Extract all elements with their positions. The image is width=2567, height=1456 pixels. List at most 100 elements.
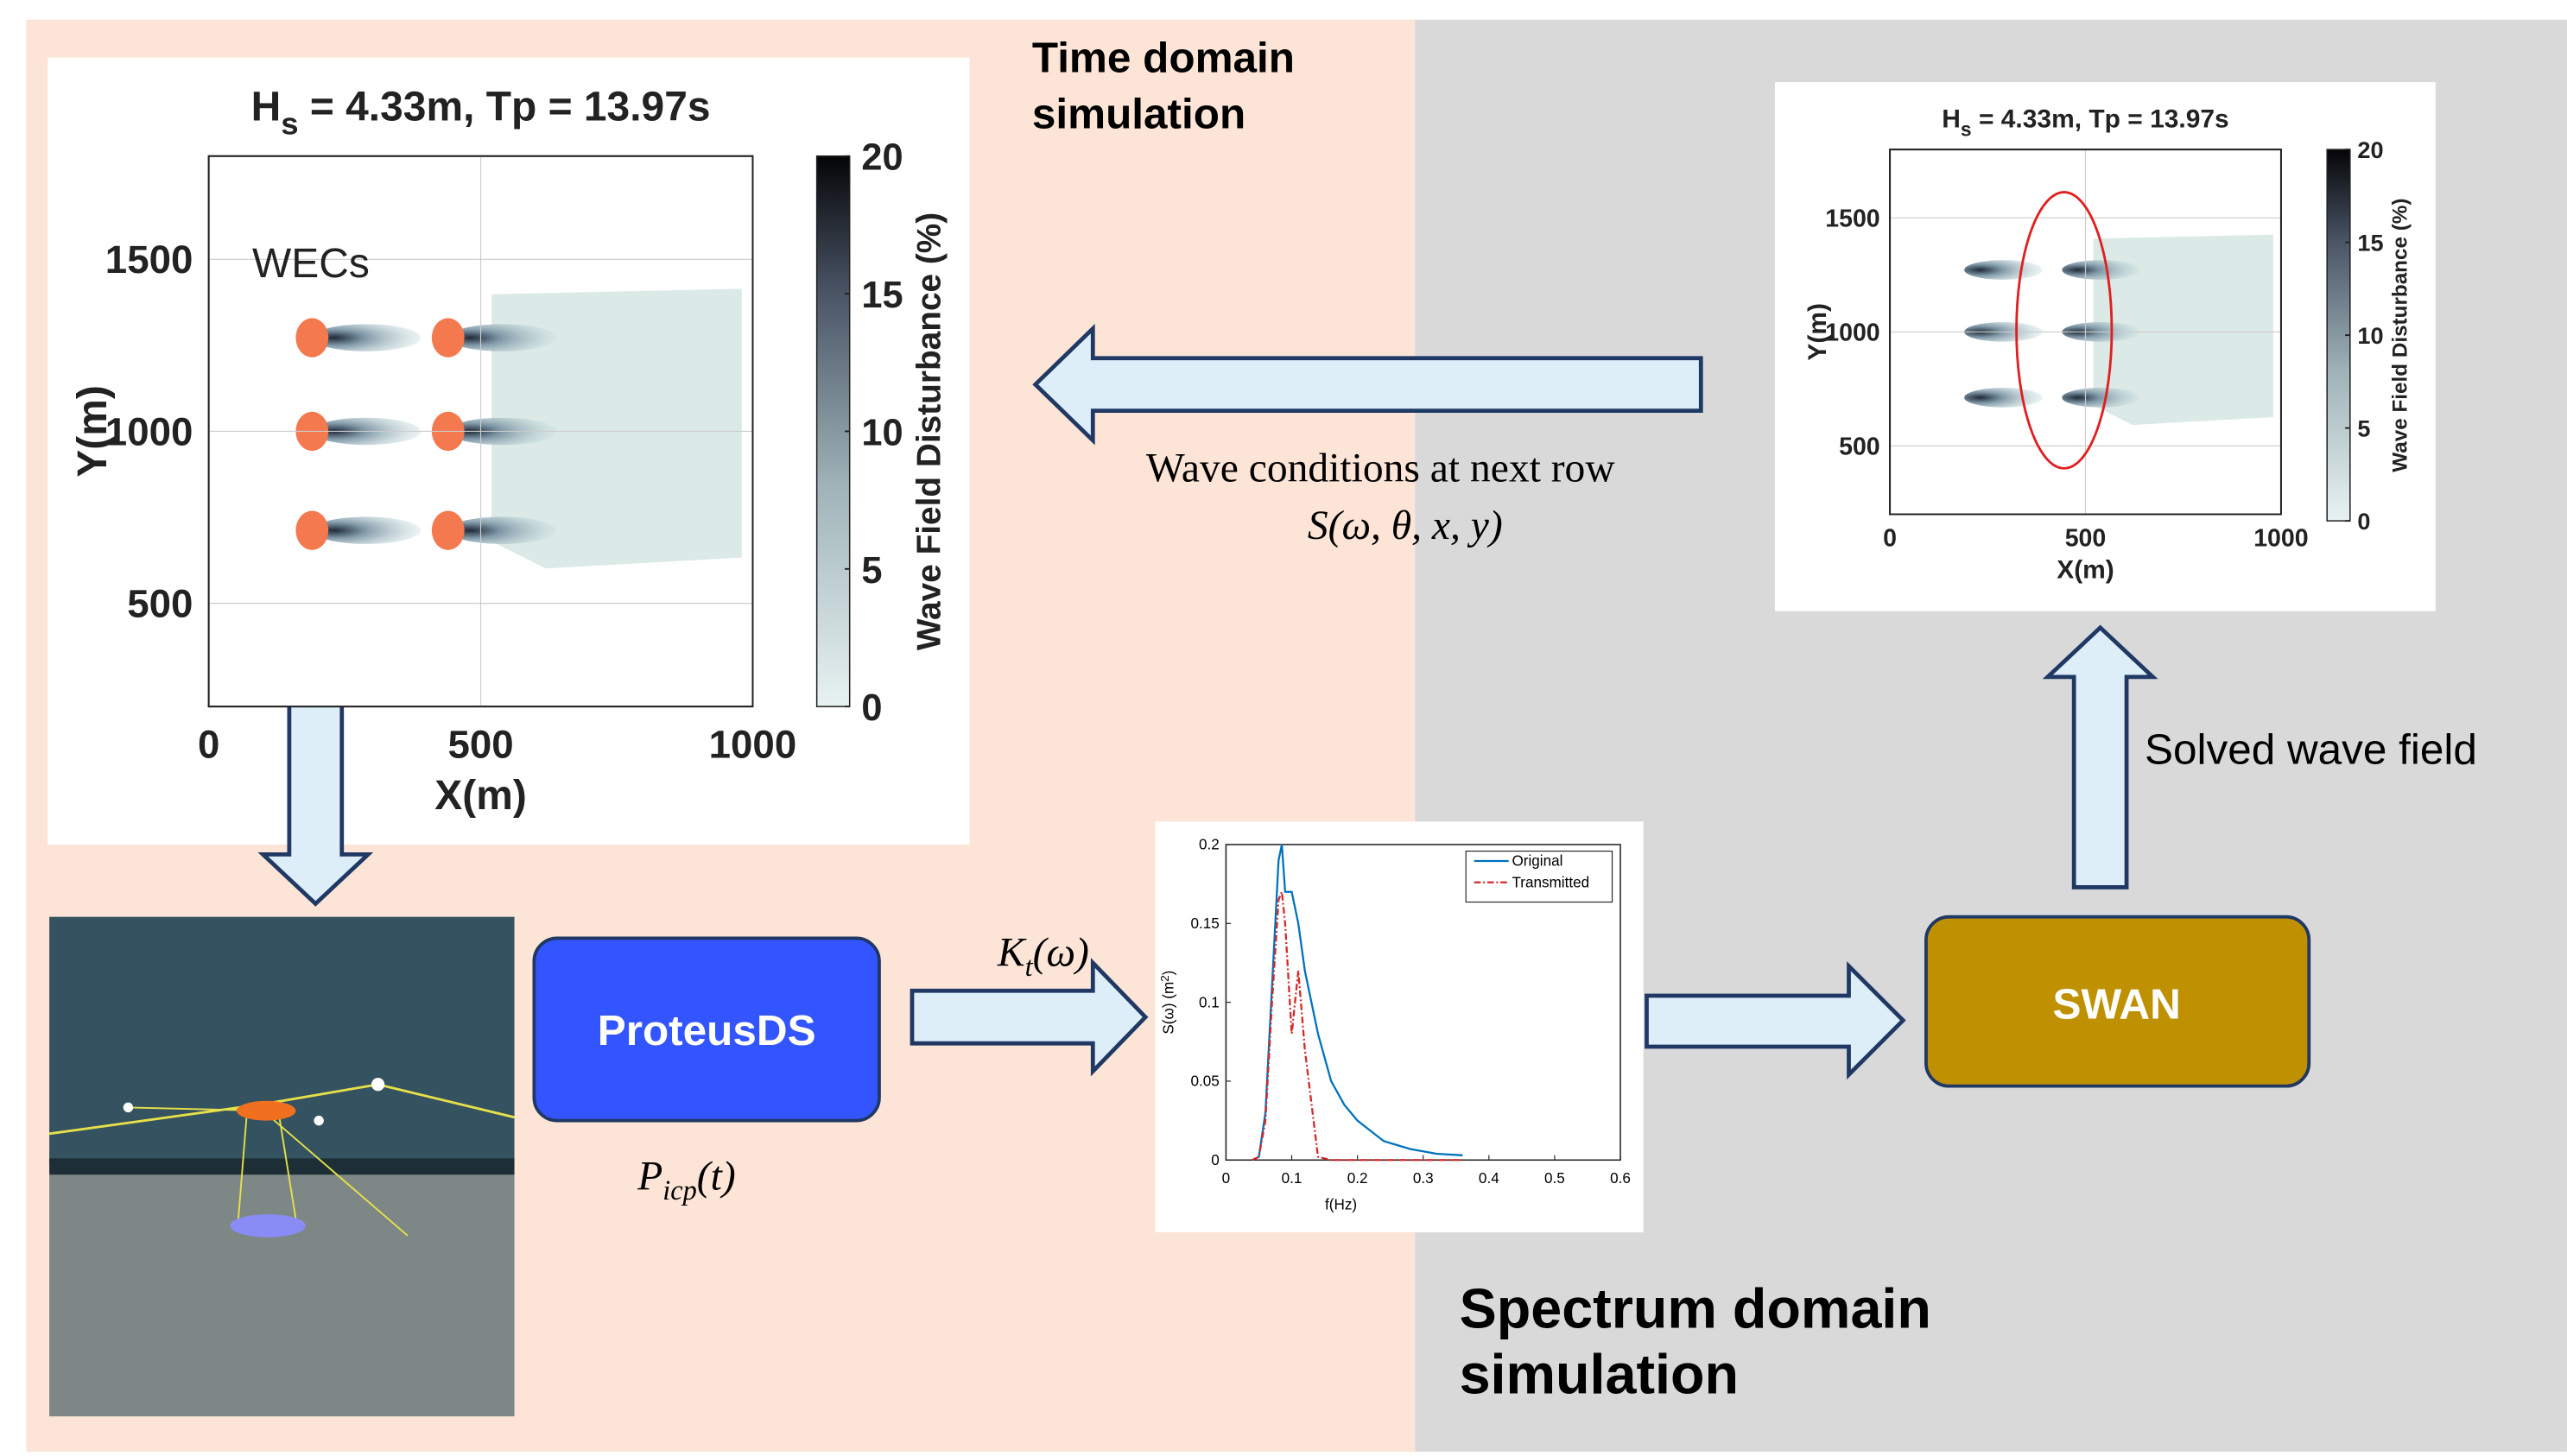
x-tick-label: 0 (198, 723, 219, 767)
label-part: ) (1161, 971, 1177, 976)
y-tick-label: 0 (1211, 1152, 1220, 1168)
highlight (2015, 191, 2114, 470)
wake (447, 324, 557, 351)
wake (2062, 260, 2140, 280)
box-label: SWAN (2052, 981, 2180, 1029)
title-part: H (1942, 104, 1961, 133)
series-line (1252, 844, 1463, 1162)
y-axis-label: Y(m) (70, 385, 116, 478)
y-tick-label: 0.1 (1199, 994, 1220, 1010)
y-axis-label: S(ω) (m2) (1158, 971, 1177, 1035)
wec-marker (295, 318, 329, 358)
y-tick-label: 1500 (105, 237, 193, 282)
y-tick-label: 500 (127, 582, 193, 626)
title-part: s (1961, 117, 1972, 140)
colorbar-label: Wave Field Disturbance (%) (911, 212, 948, 650)
swan-box (1924, 915, 2311, 1088)
simulation-photo (48, 916, 515, 1417)
colorbar-tick-label: 0 (861, 687, 882, 729)
formula-part: P (637, 1155, 662, 1200)
proteus-box (532, 936, 881, 1123)
box-label: ProteusDS (598, 1007, 816, 1054)
wake-field (2093, 234, 2273, 426)
y-tick-label: 500 (1839, 433, 1880, 460)
arrow-label: Solved wave field (2145, 726, 2477, 774)
colorbar-tick-label: 15 (2357, 230, 2383, 256)
panel-title: Spectrum domain (1460, 1276, 1931, 1339)
colorbar-tick-label: 20 (861, 137, 903, 179)
wake-field (491, 288, 742, 569)
x-tick-label: 0.6 (1610, 1170, 1631, 1187)
x-tick-label: 0.1 (1282, 1170, 1303, 1187)
wec-marker (295, 510, 329, 550)
x-axis-label: f(Hz) (1325, 1196, 1357, 1212)
x-tick-label: 0.5 (1544, 1170, 1565, 1187)
legend-label: Transmitted (1512, 874, 1589, 890)
y-tick-label: 1000 (1825, 319, 1879, 346)
formula-part: t (1025, 951, 1034, 982)
y-tick-label: 0.15 (1190, 915, 1219, 932)
colorbar-tick-label: 10 (2357, 322, 2383, 349)
panel-title: simulation (1032, 90, 1245, 137)
x-tick-label: 0.4 (1479, 1170, 1499, 1187)
legend-label: Original (1512, 853, 1562, 870)
label-part: 2 (1158, 975, 1171, 981)
colorbar-tick-label: 5 (2357, 415, 2370, 442)
wake (1964, 388, 2043, 408)
arrow-label: Wave conditions at next row (1146, 446, 1615, 491)
wake (2062, 388, 2140, 408)
x-tick-label: 500 (447, 723, 513, 767)
x-tick-label: 0.3 (1413, 1170, 1434, 1187)
formula: Kt(ω) (997, 931, 1089, 982)
wec-marker (431, 318, 465, 358)
colorbar-tick-label: 20 (2357, 136, 2383, 163)
plot-frame (207, 155, 754, 708)
y-tick-label: 1500 (1825, 205, 1879, 232)
wake (447, 516, 557, 544)
formula-part: (t) (697, 1155, 736, 1200)
colorbar-tick-label: 15 (861, 275, 903, 316)
wake (1964, 260, 2043, 280)
x-tick-label: 1000 (709, 723, 797, 767)
colorbar-tick-label: 0 (2357, 508, 2370, 535)
y-tick-label: 0.05 (1190, 1073, 1219, 1090)
colorbar-label: Wave Field Disturbance (%) (2388, 199, 2412, 472)
arrow (1032, 323, 1703, 446)
y-tick-label: 0.2 (1199, 837, 1220, 853)
arrow (1645, 961, 1906, 1080)
x-tick-label: 0 (1883, 525, 1897, 553)
label-part: S(ω) (m (1161, 982, 1177, 1035)
formula-part: icp (662, 1174, 697, 1206)
series-line (1252, 891, 1463, 1162)
x-axis-label: X(m) (434, 773, 527, 819)
wake (312, 324, 421, 351)
colorbar-tick-label: 5 (861, 550, 882, 592)
panel-title: simulation (1460, 1342, 1739, 1405)
formula-part: (ω) (1033, 931, 1089, 976)
x-tick-label: 0 (1222, 1170, 1231, 1187)
formula: Picp(t) (637, 1155, 735, 1206)
title-part: = 4.33m, Tp = 13.97s (299, 85, 711, 130)
arrow (2042, 624, 2158, 889)
plot-title: Hs = 4.33m, Tp = 13.97s (251, 85, 711, 142)
panel-title: Time domain (1032, 35, 1295, 82)
plot-frame (1889, 149, 2282, 516)
title-part: = 4.33m, Tp = 13.97s (1972, 104, 2229, 133)
wec-marker (431, 510, 465, 550)
colorbar-tick-label: 10 (861, 412, 903, 453)
plot-title: Hs = 4.33m, Tp = 13.97s (1942, 104, 2228, 140)
title-part: H (251, 85, 282, 130)
x-tick-label: 500 (2065, 525, 2107, 553)
x-axis-label: X(m) (2057, 556, 2114, 585)
wake (312, 516, 421, 544)
title-part: s (281, 106, 298, 142)
annotation: WECs (252, 241, 370, 287)
plot-frame (1225, 844, 1621, 1162)
x-tick-label: 0.2 (1347, 1170, 1368, 1187)
x-tick-label: 1000 (2253, 525, 2308, 553)
arrow (910, 958, 1149, 1077)
formula-part: K (997, 931, 1027, 976)
y-tick-label: 1000 (105, 409, 193, 453)
